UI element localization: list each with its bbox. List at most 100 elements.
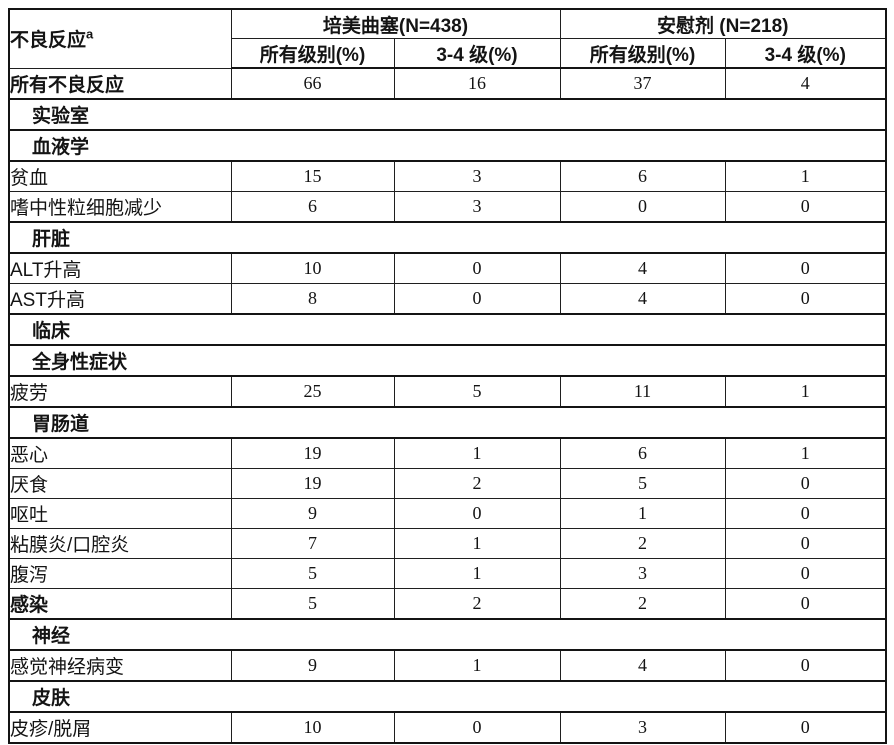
row-label: 感染 [8,588,232,620]
cell-value: 0 [393,283,561,315]
cell-value: 5 [393,375,561,408]
section-label: 全身性症状 [8,344,887,377]
section-row: 血液学 [8,129,887,162]
cell-value: 19 [230,468,395,499]
cell-value: 1 [724,437,887,469]
cell-value: 0 [393,252,561,284]
cell-value: 7 [230,528,395,559]
cell-value: 37 [559,67,726,100]
table-row: 粘膜炎/口腔炎 7 1 2 0 [8,528,887,559]
section-row: 胃肠道 [8,406,887,439]
cell-value: 0 [724,252,887,284]
cell-value: 1 [393,437,561,469]
cell-value: 4 [559,283,726,315]
section-label: 实验室 [8,98,887,131]
cell-value: 1 [559,498,726,529]
cell-value: 16 [393,67,561,100]
cell-value: 6 [230,191,395,223]
table-row: ALT升高 10 0 4 0 [8,252,887,284]
column-group-pemetrexed: 培美曲塞(N=438) [230,8,561,39]
cell-value: 10 [230,711,395,744]
cell-value: 9 [230,498,395,529]
subheader-placebo-all-grades: 所有级别(%) [559,38,726,69]
cell-value: 5 [559,468,726,499]
cell-value: 3 [393,191,561,223]
cell-value: 1 [393,528,561,559]
column-group-placebo: 安慰剂 (N=218) [559,8,887,39]
subheader-pemetrexed-all-grades: 所有级别(%) [230,38,395,69]
table-row: 贫血 15 3 6 1 [8,160,887,192]
subheader-pemetrexed-grade-3-4: 3-4 级(%) [393,38,561,69]
row-label: 粘膜炎/口腔炎 [8,528,232,559]
cell-value: 0 [724,283,887,315]
section-label: 血液学 [8,129,887,162]
row-label: 皮疹/脱屑 [8,711,232,744]
cell-value: 0 [724,498,887,529]
footnote-marker: a [86,26,94,42]
cell-value: 4 [724,67,887,100]
cell-value: 66 [230,67,395,100]
section-label: 神经 [8,618,887,651]
table-row: 皮疹/脱屑 10 0 3 0 [8,711,887,744]
cell-value: 11 [559,375,726,408]
row-label: 厌食 [8,468,232,499]
cell-value: 0 [724,649,887,682]
section-row: 实验室 [8,98,887,131]
table-row: AST升高 8 0 4 0 [8,283,887,315]
table-row: 疲劳 25 5 11 1 [8,375,887,408]
section-row: 全身性症状 [8,344,887,377]
cell-value: 1 [724,375,887,408]
row-label: ALT升高 [8,252,232,284]
section-label: 胃肠道 [8,406,887,439]
cell-value: 0 [724,528,887,559]
table-row: 恶心 19 1 6 1 [8,437,887,469]
cell-value: 3 [393,160,561,192]
table-row: 厌食 19 2 5 0 [8,468,887,499]
row-label: 恶心 [8,437,232,469]
adverse-reactions-table: 不良反应a 培美曲塞(N=438) 安慰剂 (N=218) 所有级别(%) 3-… [8,8,888,744]
row-label: 感觉神经病变 [8,649,232,682]
table-row: 嗜中性粒细胞减少 6 3 0 0 [8,191,887,223]
column-header-adverse-reaction: 不良反应a [8,8,232,69]
row-label: 贫血 [8,160,232,192]
section-label: 皮肤 [8,680,887,713]
cell-value: 0 [724,558,887,589]
cell-value: 0 [393,498,561,529]
cell-value: 0 [393,711,561,744]
column-header-label: 不良反应 [10,30,87,52]
cell-value: 9 [230,649,395,682]
table-row: 腹泻 5 1 3 0 [8,558,887,589]
cell-value: 3 [559,558,726,589]
cell-value: 4 [559,252,726,284]
section-row: 肝脏 [8,221,887,254]
row-label: 呕吐 [8,498,232,529]
cell-value: 0 [724,468,887,499]
cell-value: 6 [559,437,726,469]
section-label: 临床 [8,313,887,346]
subheader-placebo-grade-3-4: 3-4 级(%) [724,38,887,69]
cell-value: 2 [393,588,561,620]
cell-value: 2 [393,468,561,499]
cell-value: 1 [393,649,561,682]
table-row: 所有不良反应 66 16 37 4 [8,67,887,100]
header-row-subcolumns: 所有级别(%) 3-4 级(%) 所有级别(%) 3-4 级(%) [9,38,887,69]
cell-value: 3 [559,711,726,744]
cell-value: 25 [230,375,395,408]
cell-value: 1 [724,160,887,192]
section-row: 临床 [8,313,887,346]
cell-value: 0 [559,191,726,223]
cell-value: 5 [230,588,395,620]
cell-value: 8 [230,283,395,315]
row-label: 疲劳 [8,375,232,408]
cell-value: 4 [559,649,726,682]
cell-value: 0 [724,588,887,620]
row-label: 所有不良反应 [8,67,232,100]
section-label: 肝脏 [8,221,887,254]
cell-value: 2 [559,528,726,559]
row-label: AST升高 [8,283,232,315]
cell-value: 0 [724,191,887,223]
row-label: 腹泻 [8,558,232,589]
row-label: 嗜中性粒细胞减少 [8,191,232,223]
cell-value: 1 [393,558,561,589]
